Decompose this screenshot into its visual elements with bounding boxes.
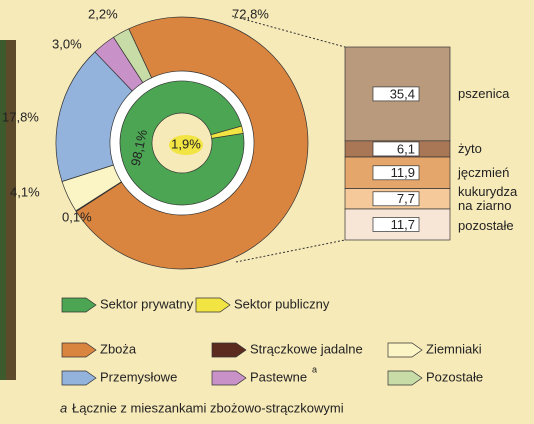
- value-label: 6,1: [397, 141, 415, 156]
- legend-label: Przemysłowe: [100, 369, 177, 384]
- footnote: Łącznie z mieszankami zbożowo-strączkowy…: [72, 400, 344, 415]
- value-label: 35,4: [390, 86, 415, 101]
- label-box: [372, 217, 420, 232]
- value-label: 72,8%: [232, 6, 269, 21]
- label-box: [372, 165, 420, 181]
- legend-swatch: [387, 370, 423, 386]
- label-box: [372, 191, 420, 207]
- legend-swatch: [61, 342, 97, 358]
- legend-swatch: [195, 297, 231, 313]
- slice: [113, 28, 153, 84]
- label-box: [372, 141, 420, 157]
- connector: [231, 15, 346, 48]
- value-label: 7,7: [397, 191, 415, 206]
- category-label: jęczmień: [458, 164, 510, 180]
- legend-label: Ziemniaki: [426, 341, 482, 356]
- value-label: 4,1%: [10, 184, 40, 199]
- category-label: żyto: [458, 140, 482, 156]
- legend-swatch: [211, 370, 247, 386]
- legend-label: Strączkowe jadalne: [250, 341, 363, 356]
- value-label: 0,1%: [62, 209, 92, 224]
- label-box: [372, 86, 420, 102]
- value-label: 17,8%: [2, 109, 39, 124]
- legend-swatch: [61, 370, 97, 386]
- value-label: 3,0%: [52, 36, 82, 51]
- value-label: 11,9: [391, 165, 415, 180]
- legend-label: Sektor publiczny: [234, 296, 330, 311]
- value-label: 1,9%: [171, 136, 201, 151]
- slice: [75, 16, 309, 270]
- category-label: kukurydza na ziarno: [458, 183, 518, 213]
- category-label: pozostałe: [458, 218, 514, 234]
- legend-swatch: [61, 297, 97, 313]
- legend-label: Sektor prywatny: [100, 296, 194, 311]
- label-highlight: [169, 135, 203, 155]
- value-label: 11,7: [391, 217, 415, 232]
- legend-swatch: [211, 342, 247, 358]
- slice: [119, 80, 245, 206]
- legend-label: Pozostałe: [426, 369, 483, 384]
- legend-label: Pastewne: [250, 369, 307, 384]
- category-label: pszenica: [458, 85, 510, 101]
- connector: [235, 239, 346, 263]
- slice: [210, 125, 244, 139]
- photo-strip: [0, 40, 6, 380]
- value-label: 2,2%: [88, 6, 118, 21]
- legend-swatch: [387, 342, 423, 358]
- footnote-marker: a: [60, 400, 67, 415]
- legend-label: Zboża: [100, 341, 137, 356]
- legend-footnote-marker: a: [312, 364, 317, 374]
